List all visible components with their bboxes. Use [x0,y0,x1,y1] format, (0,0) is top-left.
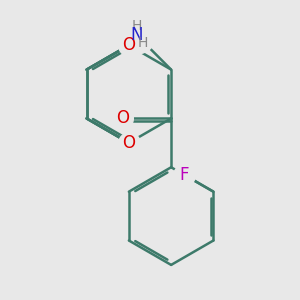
Text: H: H [138,36,148,50]
Text: N: N [130,26,143,44]
Text: O: O [122,36,135,54]
Text: O: O [116,110,129,128]
Text: H: H [131,19,142,33]
Text: F: F [179,166,189,184]
Text: O: O [122,134,135,152]
